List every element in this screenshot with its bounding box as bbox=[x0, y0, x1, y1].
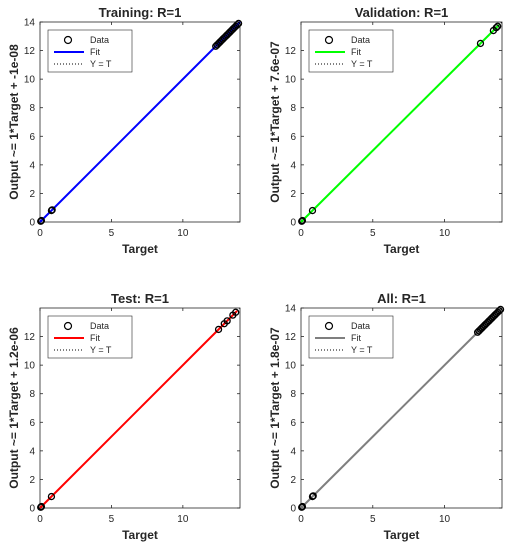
x-axis-label: Target bbox=[122, 528, 158, 542]
data-point bbox=[494, 22, 502, 30]
y-tick-label: 6 bbox=[290, 132, 296, 143]
chart-title: All: R=1 bbox=[377, 291, 426, 306]
data-point bbox=[495, 307, 503, 315]
y-tick-label: 10 bbox=[285, 75, 297, 86]
y-axis-label: Output ~= 1*Target + -1e-08 bbox=[7, 44, 21, 200]
data-point bbox=[496, 305, 505, 314]
chart-title: Training: R=1 bbox=[99, 5, 182, 20]
y-tick-label: 6 bbox=[290, 418, 296, 429]
x-tick-label: 0 bbox=[37, 228, 43, 239]
regression-panel-training: 0 5 10 0 2 4 6 8 10 12 14 Data Fit Y = T Training: R=1… bbox=[7, 5, 243, 256]
data-point bbox=[48, 206, 56, 214]
y-tick-label: 0 bbox=[290, 218, 296, 229]
x-tick-label: 0 bbox=[298, 228, 304, 239]
x-tick-label: 10 bbox=[177, 228, 189, 239]
fit-line bbox=[39, 21, 241, 223]
x-tick-label: 10 bbox=[439, 228, 451, 239]
data-point bbox=[214, 325, 223, 334]
legend-marker-data bbox=[63, 321, 73, 331]
legend-label: Fit bbox=[351, 333, 361, 343]
y-tick-label: 2 bbox=[29, 475, 35, 486]
data-point bbox=[47, 492, 56, 501]
regression-panel-test: 0 5 10 0 2 4 6 8 10 12 Data Fit Y = T Test: R=1 Target… bbox=[7, 291, 241, 542]
legend-label: Y = T bbox=[90, 345, 112, 355]
x-tick-label: 0 bbox=[298, 514, 304, 525]
x-tick-label: 5 bbox=[370, 228, 376, 239]
y-tick-label: 10 bbox=[24, 75, 36, 86]
y-tick-label: 8 bbox=[290, 389, 296, 400]
legend-marker-data bbox=[324, 35, 334, 45]
data-point bbox=[37, 216, 46, 225]
data-point bbox=[476, 39, 485, 48]
y-tick-label: 12 bbox=[285, 332, 297, 343]
legend-label: Y = T bbox=[351, 59, 373, 69]
legend-marker-data bbox=[324, 321, 334, 331]
regression-panel-validation: 0 5 10 0 2 4 6 8 10 12 Data Fit Y = T Validation: R=1… bbox=[268, 5, 503, 256]
fit-line bbox=[39, 310, 238, 509]
x-tick-label: 0 bbox=[37, 514, 43, 525]
x-tick-label: 10 bbox=[177, 514, 189, 525]
legend-label: Y = T bbox=[351, 345, 373, 355]
y-tick-label: 0 bbox=[29, 504, 35, 515]
y-tick-label: 6 bbox=[29, 132, 35, 143]
x-axis-label: Target bbox=[384, 528, 420, 542]
legend-label: Fit bbox=[90, 47, 100, 57]
data-point bbox=[37, 502, 46, 511]
legend-marker-data bbox=[63, 35, 73, 45]
regression-panel-all: 0 5 10 0 2 4 6 8 10 12 14 Data Fit Y = T All: R=1 Targe… bbox=[268, 291, 505, 542]
y-tick-label: 4 bbox=[29, 160, 35, 171]
x-axis-label: Target bbox=[122, 242, 158, 256]
y-tick-label: 10 bbox=[24, 361, 36, 372]
data-point bbox=[298, 216, 307, 225]
y-tick-label: 0 bbox=[29, 218, 35, 229]
data-point bbox=[492, 24, 500, 32]
legend-label: Data bbox=[90, 35, 109, 45]
data-point bbox=[233, 21, 241, 29]
fit-line bbox=[300, 24, 500, 223]
y-tick-label: 4 bbox=[290, 160, 296, 171]
x-tick-label: 10 bbox=[439, 514, 451, 525]
chart-title: Test: R=1 bbox=[111, 291, 169, 306]
y-tick-label: 2 bbox=[29, 189, 35, 200]
y-tick-label: 14 bbox=[24, 18, 36, 29]
y-tick-label: 8 bbox=[29, 103, 35, 114]
legend-label: Data bbox=[351, 35, 370, 45]
chart-title: Validation: R=1 bbox=[355, 5, 449, 20]
legend-label: Fit bbox=[351, 47, 361, 57]
x-axis-label: Target bbox=[384, 242, 420, 256]
y-tick-label: 12 bbox=[285, 46, 297, 57]
y-axis-label: Output ~= 1*Target + 1.8e-07 bbox=[268, 327, 282, 489]
data-point bbox=[308, 206, 317, 215]
data-point bbox=[234, 19, 243, 28]
fit-line bbox=[300, 307, 503, 509]
data-point bbox=[232, 308, 240, 316]
y-tick-label: 6 bbox=[29, 418, 35, 429]
y-tick-label: 12 bbox=[24, 46, 36, 57]
x-tick-label: 5 bbox=[109, 228, 115, 239]
legend-label: Data bbox=[351, 321, 370, 331]
y-tick-label: 14 bbox=[285, 304, 297, 315]
y-tick-label: 2 bbox=[290, 189, 296, 200]
y-tick-label: 12 bbox=[24, 332, 36, 343]
y-tick-label: 8 bbox=[29, 389, 35, 400]
y-tick-label: 4 bbox=[290, 446, 296, 457]
y-axis-label: Output ~= 1*Target + 1.2e-06 bbox=[7, 327, 21, 489]
data-point bbox=[309, 492, 317, 500]
legend-label: Fit bbox=[90, 333, 100, 343]
data-point bbox=[223, 317, 231, 325]
y-tick-label: 10 bbox=[285, 361, 297, 372]
y-tick-label: 2 bbox=[290, 475, 296, 486]
x-tick-label: 5 bbox=[109, 514, 115, 525]
y-tick-label: 0 bbox=[290, 504, 296, 515]
y-tick-label: 4 bbox=[29, 446, 35, 457]
data-point bbox=[298, 502, 307, 511]
y-tick-label: 8 bbox=[290, 103, 296, 114]
x-tick-label: 5 bbox=[370, 514, 376, 525]
legend-label: Y = T bbox=[90, 59, 112, 69]
y-axis-label: Output ~= 1*Target + 7.6e-07 bbox=[268, 41, 282, 203]
legend-label: Data bbox=[90, 321, 109, 331]
